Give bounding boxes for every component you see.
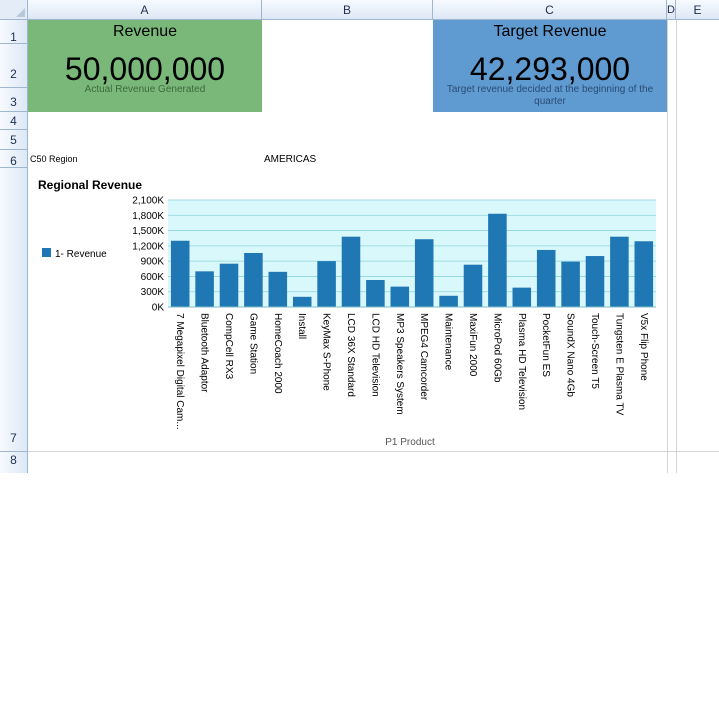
row-header-7[interactable]: 7: [0, 168, 28, 452]
bar: [463, 264, 483, 307]
bar: [244, 252, 263, 307]
bar: [610, 236, 629, 307]
bar: [512, 287, 532, 307]
bar: [170, 240, 190, 307]
revenue-kpi-tile[interactable]: Revenue 50,000,000 Actual Revenue Genera…: [28, 20, 262, 112]
bar: [219, 263, 239, 307]
row-header-6[interactable]: 6: [0, 150, 28, 168]
row-header-3[interactable]: 3: [0, 88, 28, 112]
target-revenue-kpi-value: 42,293,000: [469, 51, 631, 87]
x-axis-label: P1 Product: [385, 437, 435, 448]
y-tick-label: 1,200K: [132, 241, 164, 252]
x-tick-label: LCD HD Television: [369, 313, 380, 397]
x-tick-label: MP3 Speakers System: [394, 313, 405, 415]
x-tick-label: V5x Flip Phone: [638, 313, 649, 381]
revenue-kpi-subtitle: Actual Revenue Generated: [84, 84, 206, 95]
x-tick-label: Install: [296, 313, 307, 339]
bar: [366, 279, 385, 307]
x-tick-label: KeyMax S-Phone: [321, 313, 332, 391]
x-tick-label: Game Station: [247, 313, 258, 374]
plot-area: [168, 200, 656, 307]
column-header-a[interactable]: A: [28, 0, 262, 20]
select-all-corner[interactable]: [0, 0, 28, 20]
target-revenue-kpi-tile[interactable]: Target Revenue 42,293,000 Target revenue…: [433, 20, 667, 112]
x-tick-label: Plasma HD Television: [516, 313, 527, 410]
row-header-1[interactable]: 1: [0, 20, 28, 44]
grid-line: [28, 451, 719, 452]
row-header-4[interactable]: 4: [0, 112, 28, 130]
row-header-5[interactable]: 5: [0, 130, 28, 150]
bar: [536, 249, 556, 307]
target-revenue-kpi-title: Target Revenue: [493, 23, 607, 40]
x-tick-label: Touch-Screen T5: [589, 313, 600, 389]
y-tick-label: 2,100K: [132, 196, 164, 207]
x-tick-label: 7 Megapixel Digital Cam...: [174, 313, 185, 430]
bar: [585, 256, 605, 307]
revenue-kpi-value: 50,000,000: [64, 51, 226, 87]
bar: [634, 241, 654, 307]
column-header-b[interactable]: B: [262, 0, 433, 20]
bar: [292, 296, 312, 307]
bar: [414, 239, 434, 307]
revenue-kpi-title: Revenue: [112, 23, 178, 40]
bar: [195, 271, 214, 307]
region-value: AMERICAS: [264, 154, 317, 165]
bar: [561, 261, 580, 307]
y-tick-label: 1,800K: [132, 211, 164, 222]
grid-line: [667, 20, 668, 473]
y-tick-label: 0K: [152, 303, 165, 314]
chart-title: Regional Revenue: [38, 178, 142, 192]
x-tick-label: PocketFun ES: [540, 313, 551, 377]
column-header-d[interactable]: D: [667, 0, 676, 20]
y-tick-label: 600K: [141, 272, 165, 283]
x-tick-label: MaxiFun 2000: [467, 313, 478, 377]
y-tick-label: 900K: [141, 257, 165, 268]
bar: [341, 236, 361, 307]
y-tick-label: 300K: [141, 287, 165, 298]
x-tick-label: Tungsten E Plasma TV: [613, 313, 624, 416]
bar: [488, 213, 507, 307]
grid-line: [676, 20, 677, 473]
x-tick-label: HomeCoach 2000: [272, 313, 283, 394]
bar: [317, 261, 336, 307]
x-tick-label: SoundX Nano 4Gb: [565, 313, 576, 397]
target-revenue-kpi-subtitle: Target revenue decided at the beginning …: [446, 84, 654, 107]
legend-label: 1- Revenue: [55, 249, 107, 260]
column-header-c[interactable]: C: [433, 0, 667, 20]
region-label: C50 Region: [30, 154, 78, 164]
x-tick-label: MicroPod 60Gb: [491, 313, 502, 383]
x-tick-label: Bluetooth Adaptor: [199, 313, 210, 393]
legend-swatch: [42, 248, 51, 257]
x-tick-label: MPEG4 Camcorder: [418, 313, 429, 401]
bar: [439, 295, 458, 307]
spreadsheet: A B C D E 1 2 3 4 5 6 7 8 Revenue 50,000…: [0, 0, 719, 473]
y-tick-label: 1,500K: [132, 226, 164, 237]
x-tick-label: Maintenance: [443, 313, 454, 371]
bar: [268, 271, 288, 307]
bar: [390, 286, 410, 307]
column-header-e[interactable]: E: [676, 0, 719, 20]
x-tick-label: CompCell RX3: [223, 313, 234, 380]
x-tick-label: LCD 36X Standard: [345, 313, 356, 397]
row-header-2[interactable]: 2: [0, 44, 28, 88]
row-header-8[interactable]: 8: [0, 452, 28, 473]
